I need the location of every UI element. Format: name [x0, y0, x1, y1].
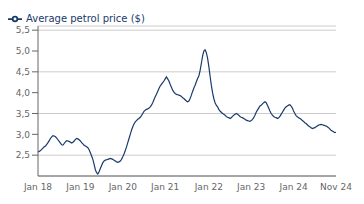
svg-text:4,5: 4,5: [16, 67, 30, 77]
svg-text:4,0: 4,0: [16, 88, 31, 98]
svg-text:Jan 20: Jan 20: [108, 182, 137, 192]
svg-text:Jan 21: Jan 21: [150, 182, 179, 192]
html-text:Average petrol price ($): Average petrol price ($): [26, 13, 145, 24]
svg-text:Jan 23: Jan 23: [236, 182, 265, 192]
svg-text:2,5: 2,5: [16, 150, 30, 160]
svg-text:Jan 22: Jan 22: [194, 182, 223, 192]
svg-text:3,5: 3,5: [16, 109, 30, 119]
svg-text:Nov 24: Nov 24: [320, 182, 352, 192]
svg-text:5,0: 5,0: [16, 46, 31, 56]
svg-text:Jan 19: Jan 19: [65, 182, 94, 192]
svg-text:Jan 18: Jan 18: [23, 182, 52, 192]
svg-text:5,5: 5,5: [16, 25, 30, 35]
svg-text:Jan 24: Jan 24: [279, 182, 308, 192]
svg-text:3,0: 3,0: [16, 130, 31, 140]
